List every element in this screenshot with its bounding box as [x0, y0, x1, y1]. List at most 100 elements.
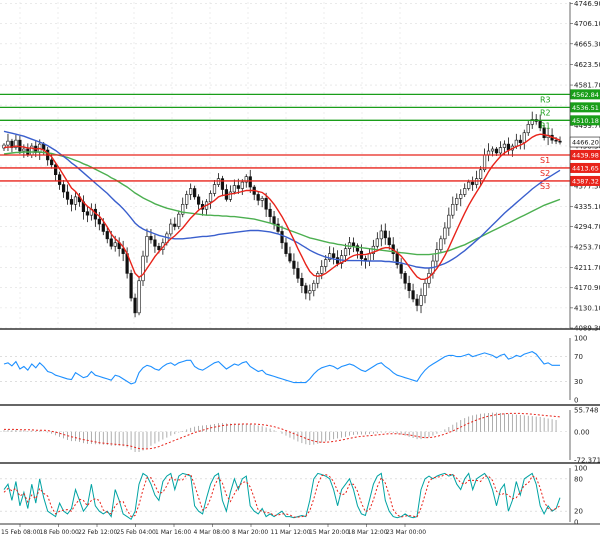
candle-body: [58, 174, 62, 185]
candle-body: [308, 290, 312, 294]
x-tick-label: 15 Feb 08:00: [1, 529, 41, 536]
candle-body: [145, 236, 149, 257]
y-tick-label: 4623.50: [574, 61, 600, 69]
candle-body: [121, 248, 125, 254]
candle-body: [320, 266, 324, 274]
candle-body: [18, 139, 22, 152]
level-label-r3: R3: [540, 95, 551, 104]
candle-body: [475, 178, 479, 185]
candle-body: [554, 139, 558, 142]
candle-body: [530, 119, 534, 125]
y-tick-label: 4377.30: [574, 182, 600, 190]
candle-body: [538, 121, 542, 129]
candle-body: [236, 185, 240, 189]
candle-body: [173, 223, 177, 227]
candle-body: [216, 178, 221, 185]
candle-body: [169, 223, 173, 235]
candle-body: [455, 198, 459, 205]
rsi-tick-label: 100: [574, 335, 587, 343]
candle-body: [316, 273, 320, 284]
candle-body: [423, 282, 427, 296]
y-tick-label: 4335.10: [574, 203, 600, 211]
candle-body: [153, 239, 157, 247]
level-price-label: 4536.51: [572, 104, 599, 112]
x-tick-label: 18 Feb 00:00: [40, 529, 80, 536]
candle-body: [220, 178, 225, 190]
candle-body: [296, 268, 300, 279]
candle-body: [276, 223, 280, 232]
rsi-tick-label: 70: [574, 353, 583, 361]
candle-body: [355, 245, 360, 252]
y-tick-label: 4581.70: [574, 82, 600, 90]
level-label-r2: R2: [540, 108, 551, 117]
candle-body: [506, 143, 510, 151]
candle-body: [69, 199, 74, 205]
candle-body: [375, 238, 379, 247]
candle-body: [272, 216, 276, 225]
candle-body: [419, 295, 423, 306]
candle-body: [22, 148, 26, 152]
stoch-tick-label: 100: [574, 465, 587, 473]
candle-body: [101, 223, 105, 232]
x-tick-label: 1 Mar 16:00: [155, 529, 191, 536]
level-price-label: 4510.18: [572, 117, 599, 125]
candle-body: [514, 139, 518, 147]
level-label-r1: R1: [540, 121, 551, 130]
candle-body: [256, 194, 260, 201]
stoch-tick-label: 80: [574, 475, 583, 483]
candle-body: [280, 231, 284, 244]
candle-body: [177, 213, 181, 227]
level-price-box: [570, 115, 600, 126]
candle-body: [149, 236, 153, 241]
candle-body: [6, 140, 10, 146]
candle-body: [208, 193, 213, 203]
rsi-tick-label: 30: [574, 378, 583, 386]
candle-body: [228, 191, 232, 200]
y-tick-label: 4499.70: [574, 122, 600, 130]
candle-body: [137, 280, 141, 314]
candle-body: [502, 143, 507, 148]
stoch-tick-label: 0: [574, 519, 578, 527]
level-price-label: 4562.84: [572, 91, 599, 99]
x-tick-label: 4 Mar 08:00: [194, 529, 230, 536]
candle-body: [129, 273, 133, 299]
candle-body: [558, 140, 562, 143]
current-price-label: 4466.20: [572, 139, 599, 147]
candle-body: [463, 188, 467, 195]
level-price-box: [570, 102, 600, 113]
rsi-line: [3, 350, 560, 385]
candle-body: [85, 211, 90, 216]
level-price-box: [570, 149, 600, 160]
stoch-tick-label: 20: [574, 508, 583, 516]
candle-body: [244, 176, 248, 183]
candle-body: [447, 214, 451, 229]
candle-body: [304, 285, 308, 294]
candle-body: [157, 245, 161, 250]
x-tick-label: 8 Mar 20:00: [232, 529, 268, 536]
candle-body: [324, 259, 328, 267]
macd-signal-line: [4, 412, 561, 450]
macd-tick-label: 55.748: [574, 407, 599, 415]
ma-slow-line: [3, 151, 561, 256]
candle-body: [312, 282, 316, 291]
y-tick-label: 4746.90: [574, 0, 600, 8]
candle-body: [284, 242, 288, 254]
candle-body: [439, 238, 443, 250]
candle-body: [336, 257, 340, 264]
candle-body: [411, 290, 415, 300]
candle-body: [351, 242, 356, 247]
level-price-label: 4413.65: [572, 164, 599, 172]
candle-body: [471, 181, 475, 185]
y-tick-label: 4706.10: [574, 20, 600, 28]
y-tick-label: 4294.70: [574, 223, 600, 231]
y-tick-label: 4211.70: [574, 264, 600, 272]
candle-body: [292, 260, 296, 269]
candle-body: [50, 159, 54, 166]
candle-body: [197, 196, 201, 205]
candle-body: [403, 273, 407, 284]
candle-body: [343, 248, 348, 256]
candle-body: [478, 169, 483, 179]
candle-body: [328, 253, 332, 260]
